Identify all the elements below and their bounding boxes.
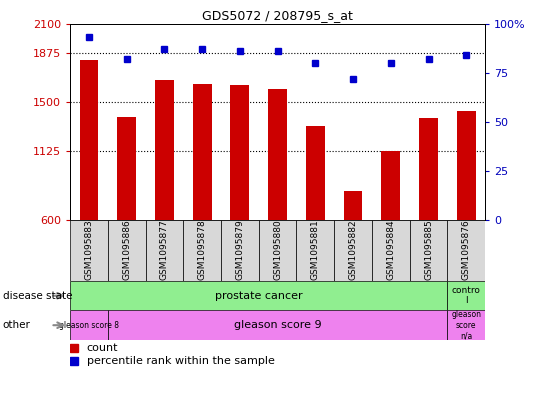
FancyBboxPatch shape	[334, 220, 372, 281]
Bar	[118, 117, 136, 220]
Text: GSM1095885: GSM1095885	[424, 219, 433, 280]
Text: GSM1095884: GSM1095884	[386, 219, 395, 280]
FancyBboxPatch shape	[447, 220, 485, 281]
Bar	[231, 85, 249, 220]
Text: count: count	[87, 343, 118, 353]
FancyBboxPatch shape	[70, 220, 108, 281]
Bar	[193, 84, 211, 220]
Bar	[419, 118, 438, 220]
FancyBboxPatch shape	[146, 220, 183, 281]
FancyBboxPatch shape	[108, 220, 146, 281]
Text: GSM1095879: GSM1095879	[236, 219, 244, 280]
FancyBboxPatch shape	[296, 220, 334, 281]
Text: GSM1095881: GSM1095881	[311, 219, 320, 280]
FancyBboxPatch shape	[70, 310, 108, 340]
Text: gleason
score
n/a: gleason score n/a	[451, 310, 481, 340]
Text: GSM1095882: GSM1095882	[349, 219, 357, 280]
Title: GDS5072 / 208795_s_at: GDS5072 / 208795_s_at	[202, 9, 353, 22]
Bar	[382, 151, 400, 220]
FancyBboxPatch shape	[447, 310, 485, 340]
Bar	[306, 126, 325, 220]
FancyBboxPatch shape	[447, 281, 485, 310]
Text: GSM1095886: GSM1095886	[122, 219, 131, 280]
FancyBboxPatch shape	[108, 310, 447, 340]
Text: prostate cancer: prostate cancer	[215, 291, 302, 301]
Text: GSM1095880: GSM1095880	[273, 219, 282, 280]
Bar	[344, 191, 363, 220]
Text: contro
l: contro l	[452, 286, 481, 305]
FancyBboxPatch shape	[183, 220, 221, 281]
Bar	[268, 89, 287, 220]
FancyBboxPatch shape	[410, 220, 447, 281]
Text: GSM1095876: GSM1095876	[462, 219, 471, 280]
FancyBboxPatch shape	[372, 220, 410, 281]
Text: other: other	[3, 320, 31, 330]
Text: gleason score 9: gleason score 9	[234, 320, 321, 330]
Text: GSM1095878: GSM1095878	[198, 219, 206, 280]
FancyBboxPatch shape	[221, 220, 259, 281]
Bar	[457, 111, 476, 220]
Text: percentile rank within the sample: percentile rank within the sample	[87, 356, 274, 365]
Bar	[155, 80, 174, 220]
Text: gleason score 8: gleason score 8	[59, 321, 119, 330]
Text: disease state: disease state	[3, 291, 72, 301]
FancyBboxPatch shape	[259, 220, 296, 281]
FancyBboxPatch shape	[70, 281, 447, 310]
Text: GSM1095877: GSM1095877	[160, 219, 169, 280]
Text: GSM1095883: GSM1095883	[85, 219, 93, 280]
Bar	[80, 60, 99, 220]
